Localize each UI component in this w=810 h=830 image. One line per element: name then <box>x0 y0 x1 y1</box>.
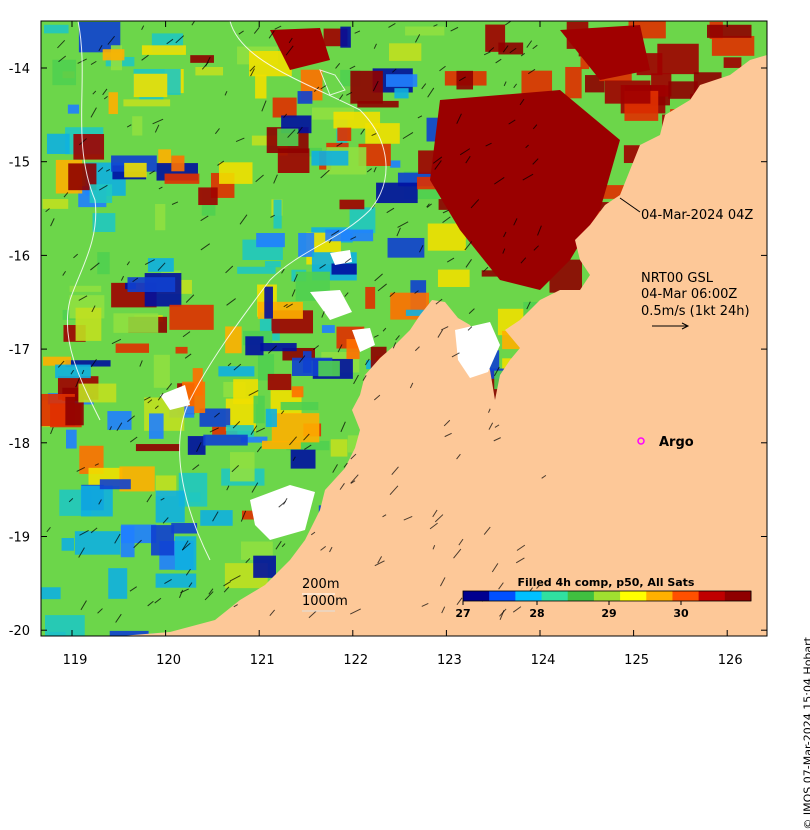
sst-field <box>41 21 767 636</box>
x-tick-label: 124 <box>531 653 556 668</box>
colorbar-tick-label: 28 <box>529 607 544 620</box>
vector-scale-arrow-icon <box>652 322 690 330</box>
colorbar-segment <box>672 591 700 601</box>
colorbar <box>462 590 752 602</box>
colorbar-segment <box>541 591 569 601</box>
colorbar-ticks: 27 28 29 30 <box>455 601 689 620</box>
colorbar-segment <box>463 591 490 601</box>
isobath-200-label: 200m <box>302 577 339 592</box>
argo-float-marker <box>637 437 645 445</box>
y-tick-label: -17 <box>9 343 30 358</box>
x-tick-label: 121 <box>250 653 275 668</box>
time-label: 04-Mar-2024 04Z <box>641 208 753 223</box>
x-tick-label: 120 <box>156 653 181 668</box>
plot-frame <box>40 20 768 637</box>
colorbar-tick-label: 30 <box>673 607 689 620</box>
isobath-1000-label: 1000m <box>302 594 348 609</box>
colorbar-segment <box>489 591 516 601</box>
colorbar-tick-label: 27 <box>455 607 470 620</box>
colorbar-segment <box>567 591 595 601</box>
current-time-label: 04-Mar 06:00Z <box>641 287 737 302</box>
colorbar-tick-label: 29 <box>601 607 616 620</box>
y-tick-label: -18 <box>9 437 30 452</box>
x-tick-label: 122 <box>343 653 368 668</box>
credit-text: © IMOS 07-Mar-2024 15:04 Hobart <box>802 637 810 830</box>
colorbar-segment <box>698 591 726 601</box>
colorbar-segment <box>620 591 647 601</box>
y-tick-label: -14 <box>9 62 30 77</box>
colorbar-segment <box>593 591 621 601</box>
sst-map: 119 120 121 122 123 124 125 126 -14 -15 -16 -17 -18… <box>9 20 768 668</box>
x-tick-label: 119 <box>63 653 88 668</box>
y-tick-label: -20 <box>9 624 30 639</box>
x-axis: 119 120 121 122 123 124 125 126 <box>63 21 743 668</box>
current-product-label: NRT00 GSL <box>641 271 714 286</box>
y-tick-label: -15 <box>9 156 30 171</box>
colorbar-segment <box>646 591 673 601</box>
colorbar-segment <box>515 591 543 601</box>
vector-scale-label: 0.5m/s (1kt 24h) <box>641 304 750 319</box>
argo-label: Argo <box>659 435 694 450</box>
x-tick-label: 125 <box>624 653 649 668</box>
y-tick-label: -16 <box>9 249 30 264</box>
y-axis: -14 -15 -16 -17 -18 -19 -20 <box>9 62 767 639</box>
colorbar-title: Filled 4h comp, p50, All Sats <box>518 576 695 589</box>
x-tick-label: 123 <box>437 653 462 668</box>
colorbar-segment <box>724 591 752 601</box>
time-pointer-line <box>619 197 641 213</box>
x-tick-label: 126 <box>718 653 743 668</box>
y-tick-label: -19 <box>9 531 30 546</box>
